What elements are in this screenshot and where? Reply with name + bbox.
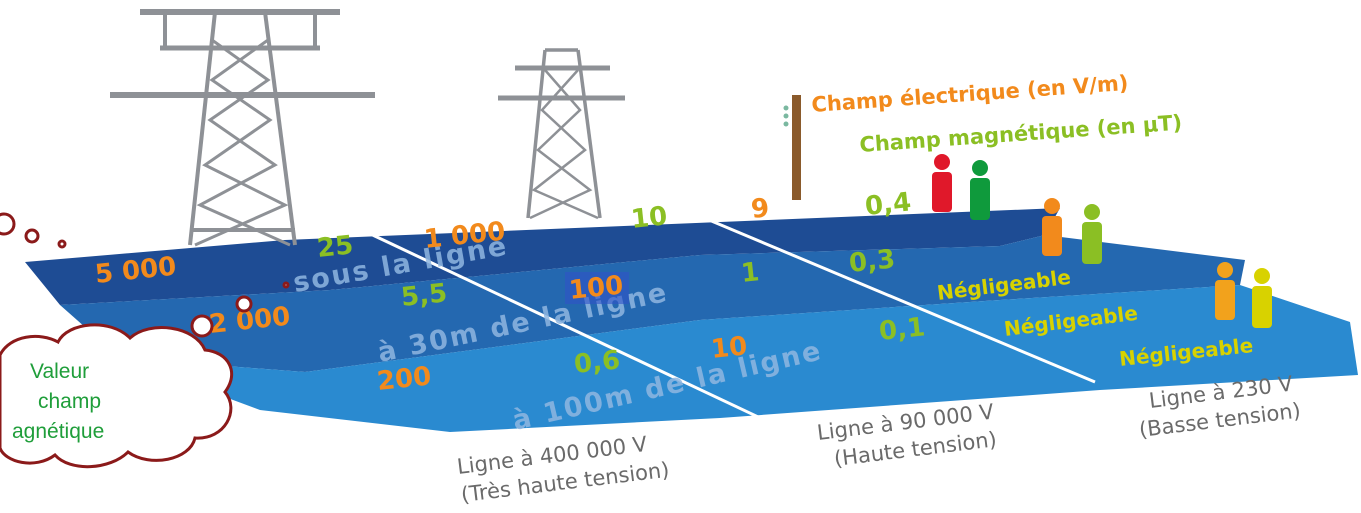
cloud-text-line1: Valeur [30, 360, 89, 383]
pole-230v-icon [783, 95, 801, 200]
value-230v-30m-magnetic: 0,3 [848, 244, 897, 279]
highlight-box [565, 272, 629, 304]
value-90kv-30m-magnetic: 1 [740, 257, 761, 289]
legend-electric-field: Champ électrique (en V/m) [811, 71, 1129, 117]
value-400kv-under-magnetic: 25 [316, 230, 355, 264]
value-400kv-100m-electric: 200 [376, 361, 433, 397]
tower-90kv-icon [498, 48, 625, 220]
person-yellow-icon [1252, 268, 1272, 328]
person-orange-2-icon [1215, 262, 1235, 320]
person-lightgreen-icon [1082, 204, 1102, 264]
value-90kv-100m-electric: 10 [710, 331, 749, 365]
cloud-text-line3: agnétique [12, 420, 104, 443]
person-orange-icon [1042, 198, 1062, 256]
legend-magnetic-field: Champ magnétique (en µT) [859, 110, 1183, 156]
person-red-icon [932, 154, 952, 212]
value-90kv-under-magnetic: 10 [630, 201, 669, 235]
value-90kv-100m-magnetic: 0,1 [878, 312, 927, 347]
value-230v-under-electric: 9 [750, 193, 771, 225]
column-divider-1 [361, 228, 791, 434]
value-400kv-100m-magnetic: 0,6 [573, 345, 622, 380]
value-90kv-30m-electric: 100 [568, 270, 625, 306]
ground-bands [25, 208, 1358, 434]
tower-400kv-icon [110, 9, 375, 247]
thought-bubbles [0, 212, 290, 338]
column-divider-2 [689, 210, 1096, 384]
band-at-30m [60, 235, 1245, 372]
cloud-callout [0, 323, 234, 469]
band-under-the-line [25, 208, 1060, 305]
value-230v-under-magnetic: 0,4 [864, 187, 913, 222]
value-400kv-30m-magnetic: 5,5 [400, 278, 449, 313]
band-at-100m [120, 285, 1358, 432]
cloud-text-line2: champ [38, 390, 101, 413]
person-green-icon [970, 160, 990, 220]
